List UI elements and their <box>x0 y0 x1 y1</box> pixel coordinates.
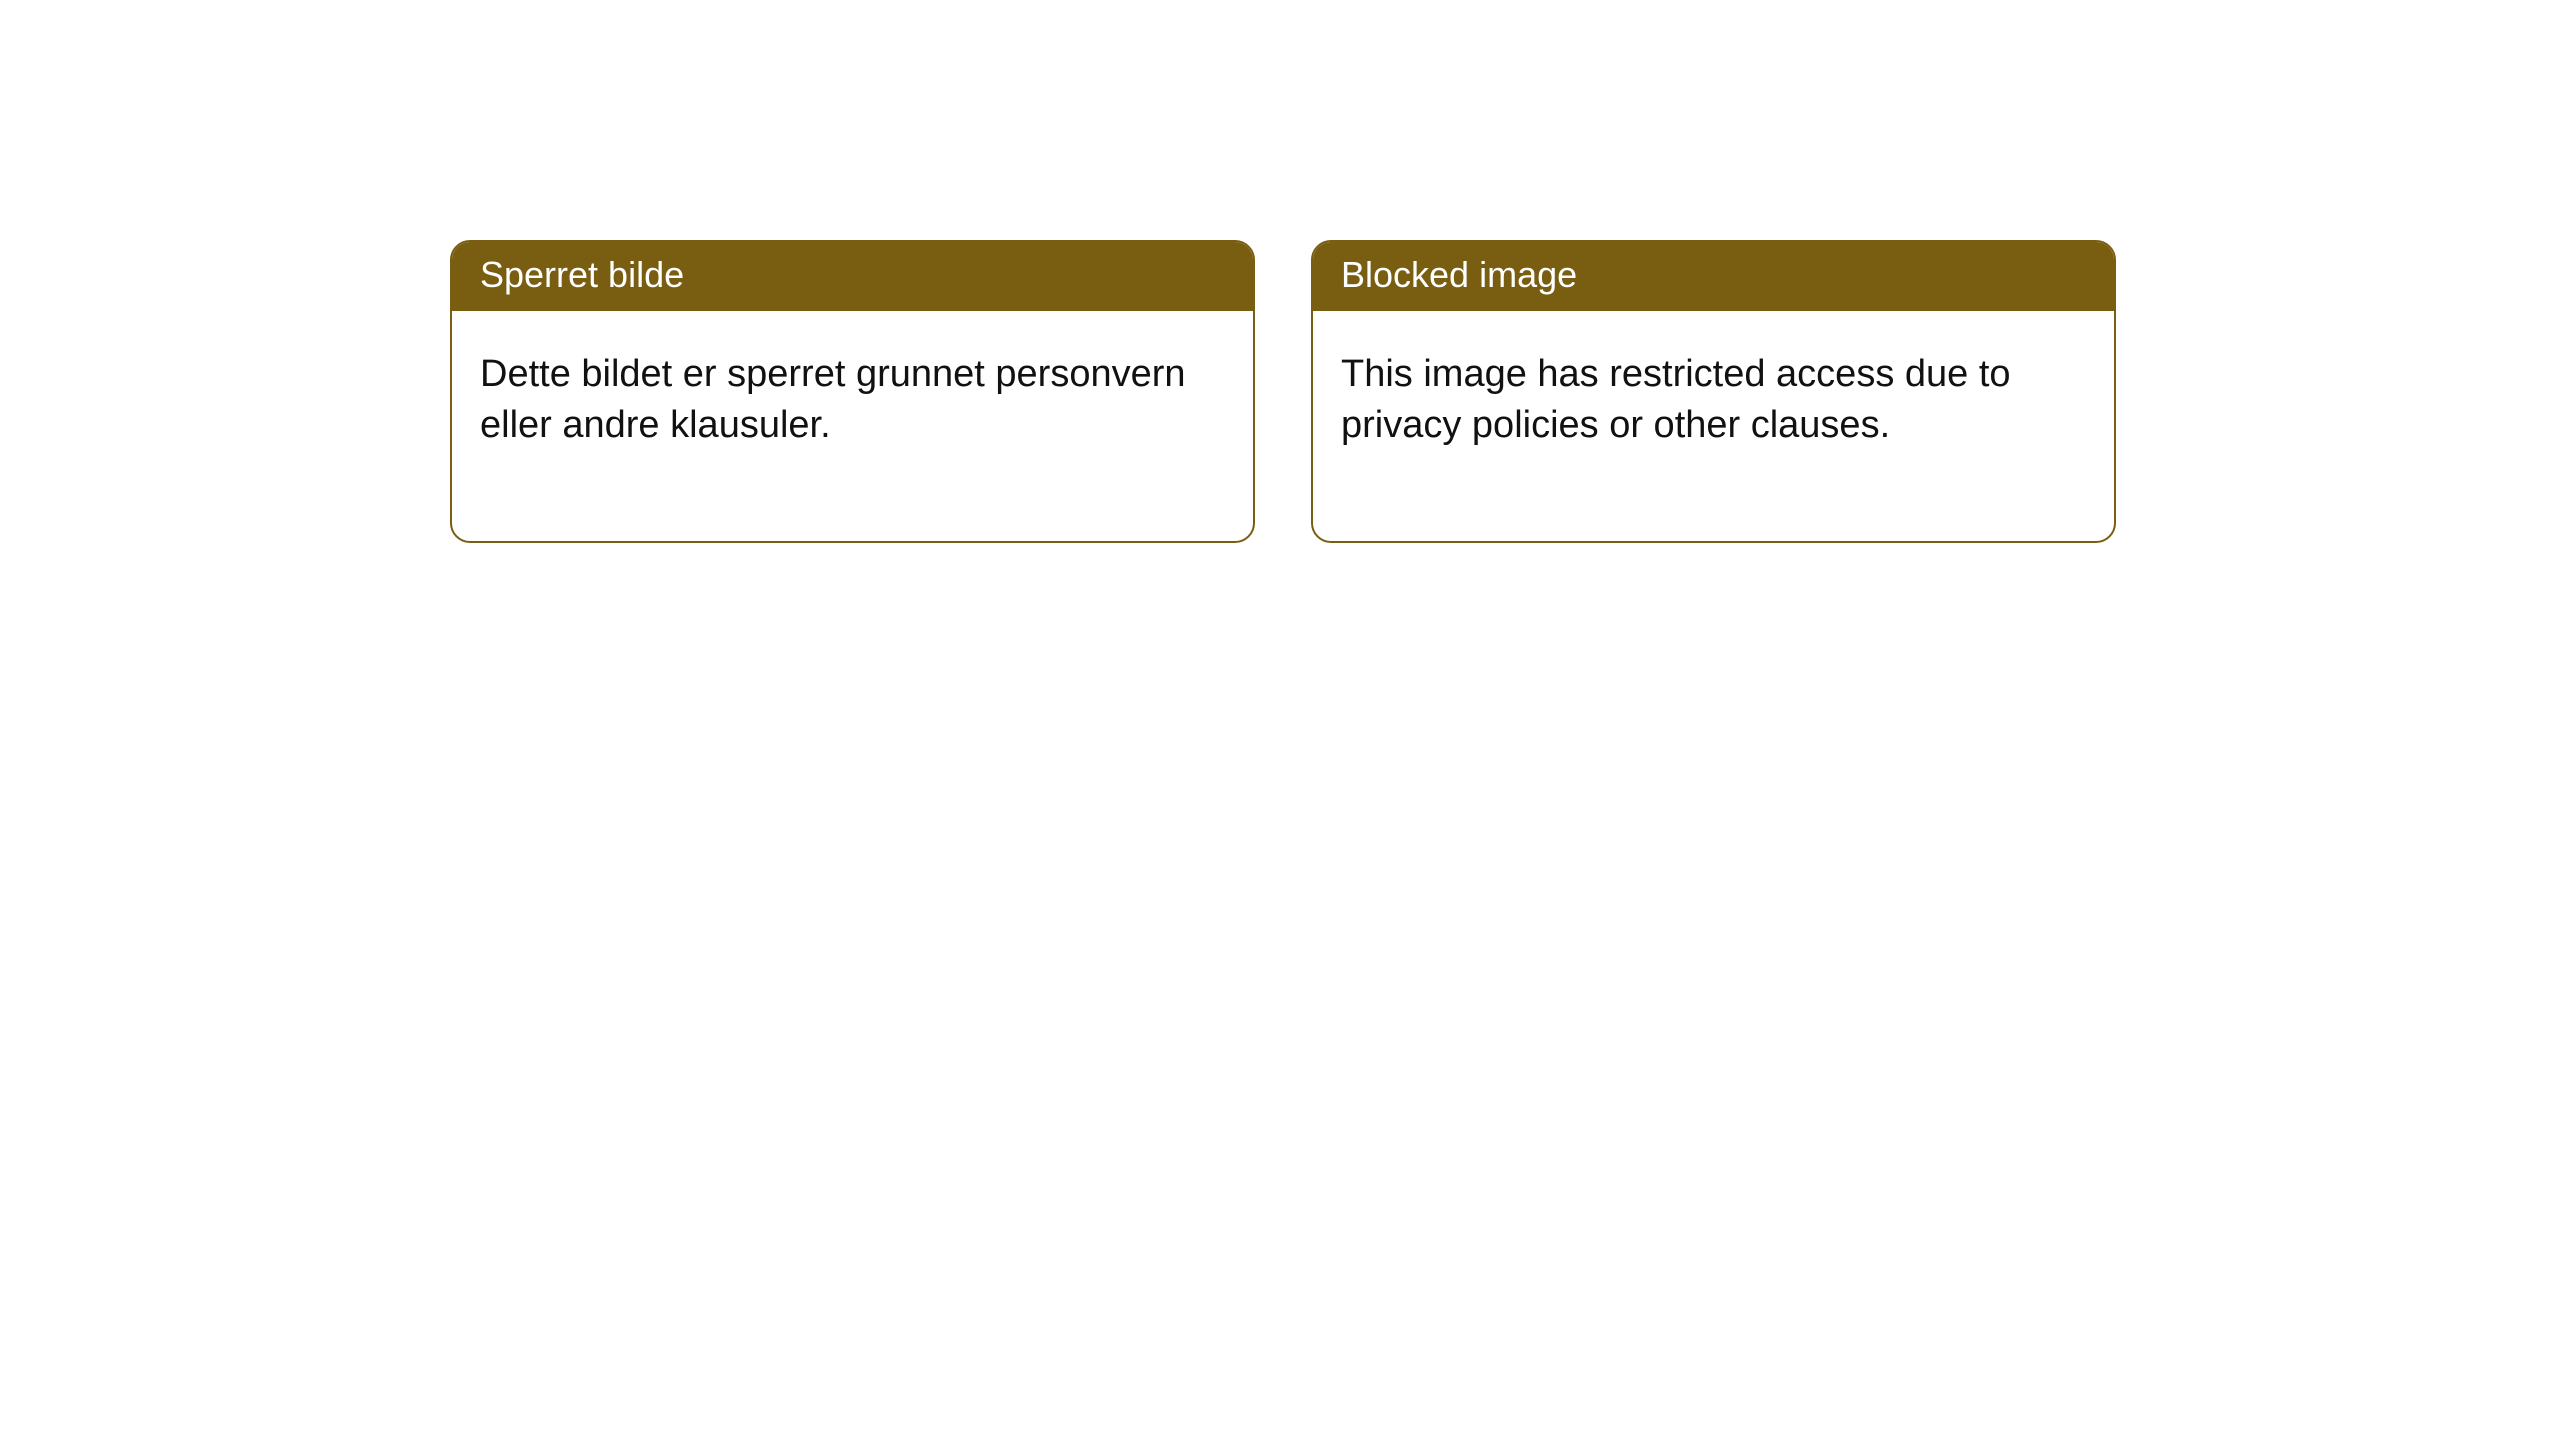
notice-body: This image has restricted access due to … <box>1313 311 2114 542</box>
notice-header: Blocked image <box>1313 242 2114 311</box>
notice-card-norwegian: Sperret bilde Dette bildet er sperret gr… <box>450 240 1255 543</box>
notice-card-english: Blocked image This image has restricted … <box>1311 240 2116 543</box>
notice-body: Dette bildet er sperret grunnet personve… <box>452 311 1253 542</box>
notice-container: Sperret bilde Dette bildet er sperret gr… <box>450 240 2116 543</box>
notice-header: Sperret bilde <box>452 242 1253 311</box>
